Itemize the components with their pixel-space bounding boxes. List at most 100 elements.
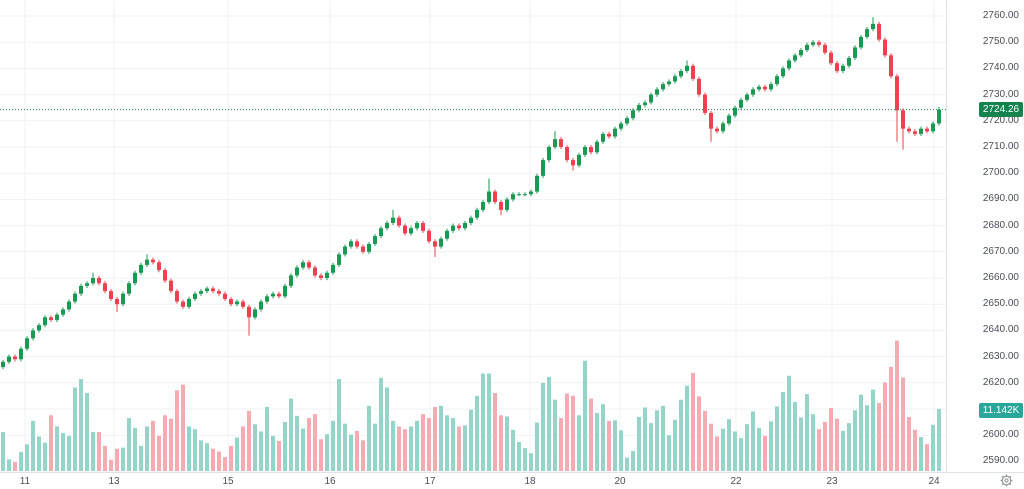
volume-bar bbox=[895, 340, 899, 471]
volume-bar bbox=[451, 418, 455, 471]
candle-body bbox=[823, 44, 827, 53]
candle-body bbox=[415, 222, 419, 229]
volume-bar bbox=[397, 426, 401, 471]
price-axis[interactable]: 2760.00 2750.00 2740.00 2730.00 2720.00 2710.… bbox=[946, 0, 1024, 472]
volume-bar bbox=[925, 444, 929, 471]
chart-canvas[interactable] bbox=[0, 0, 946, 472]
volume-bar bbox=[271, 435, 275, 471]
volume-bar bbox=[751, 411, 755, 471]
candle-body bbox=[259, 301, 263, 310]
price-axis-label: 2660.00 bbox=[982, 272, 1019, 283]
candle-body bbox=[145, 259, 149, 265]
candle-body bbox=[397, 217, 401, 226]
last-price-badge: 2724.26 bbox=[979, 102, 1023, 117]
candle-body bbox=[181, 301, 185, 307]
volume-bar bbox=[355, 430, 359, 471]
volume-bar bbox=[871, 389, 875, 471]
volume-bar bbox=[757, 428, 761, 471]
volume-bar bbox=[127, 418, 131, 471]
volume-bar bbox=[55, 426, 59, 471]
volume-bar bbox=[439, 405, 443, 471]
candle-body bbox=[463, 222, 467, 229]
volume-bar bbox=[19, 452, 23, 471]
volume-bar bbox=[673, 419, 677, 471]
volume-bar bbox=[643, 407, 647, 471]
volume-bar bbox=[535, 422, 539, 471]
candle-body bbox=[271, 293, 275, 297]
candle-body bbox=[937, 109, 941, 124]
price-axis-label: 2720.00 bbox=[982, 114, 1019, 126]
volume-bar bbox=[889, 366, 893, 471]
candle-body bbox=[613, 128, 617, 137]
volume-bar bbox=[577, 415, 581, 471]
volume-bar bbox=[283, 421, 287, 471]
volume-bar bbox=[745, 424, 749, 471]
volume-bar bbox=[715, 436, 719, 471]
candle-body bbox=[61, 309, 65, 315]
volume-bar bbox=[403, 429, 407, 471]
candle-body bbox=[475, 209, 479, 218]
time-axis-label: 16 bbox=[324, 476, 336, 487]
candle-body bbox=[25, 338, 29, 349]
candle-body bbox=[391, 217, 395, 223]
candle-body bbox=[847, 57, 851, 66]
candle-body bbox=[361, 246, 365, 252]
volume-bar bbox=[337, 379, 341, 471]
time-axis-label: 22 bbox=[730, 476, 742, 487]
candle-body bbox=[769, 84, 773, 90]
volume-bar bbox=[697, 396, 701, 471]
candle-body bbox=[223, 293, 227, 299]
price-axis-label: 2710.00 bbox=[982, 141, 1019, 152]
candle-body bbox=[127, 283, 131, 294]
candle-body bbox=[811, 42, 815, 45]
time-axis[interactable]: 11 13 15 16 17 18 20 22 23 24 bbox=[0, 472, 1024, 489]
volume-bar bbox=[31, 420, 35, 471]
candle-body bbox=[187, 298, 191, 307]
candle-body bbox=[895, 76, 899, 111]
volume-bar bbox=[481, 373, 485, 471]
candle-body bbox=[751, 89, 755, 95]
candle-body bbox=[403, 225, 407, 234]
candle-body bbox=[433, 241, 437, 247]
candle-body bbox=[649, 94, 653, 103]
volume-bar bbox=[325, 434, 329, 471]
candle-body bbox=[763, 86, 767, 90]
volume-bar bbox=[103, 445, 107, 471]
volume-bar bbox=[133, 428, 137, 471]
volume-bar bbox=[883, 382, 887, 471]
candle-body bbox=[577, 154, 581, 166]
candle-body bbox=[331, 264, 335, 273]
volume-bar bbox=[67, 435, 71, 471]
volume-bar bbox=[613, 420, 617, 471]
axis-settings-gear-icon[interactable] bbox=[989, 472, 1024, 489]
candle-body bbox=[247, 306, 251, 318]
price-axis-label: 2600.00 bbox=[982, 429, 1019, 441]
volume-bar bbox=[289, 398, 293, 471]
candle-body bbox=[643, 102, 647, 106]
candle-body bbox=[235, 301, 239, 305]
candle-body bbox=[727, 115, 731, 124]
candle-body bbox=[121, 293, 125, 305]
candle-body bbox=[523, 194, 527, 196]
volume-bar bbox=[115, 448, 119, 471]
volume-bar bbox=[85, 393, 89, 471]
price-axis-label: 2730.00 bbox=[982, 88, 1019, 100]
volume-bar bbox=[91, 432, 95, 471]
volume-bar bbox=[931, 424, 935, 471]
volume-value-badge: 11.142K bbox=[979, 403, 1023, 418]
price-axis-label: 2620.00 bbox=[982, 376, 1019, 388]
volume-bar bbox=[823, 421, 827, 471]
candle-body bbox=[805, 44, 809, 51]
volume-bar bbox=[229, 445, 233, 471]
candle-body bbox=[409, 228, 413, 234]
candle-body bbox=[661, 84, 665, 90]
volume-bar bbox=[367, 405, 371, 471]
volume-bar bbox=[97, 432, 101, 471]
candle-body bbox=[349, 241, 353, 247]
candle-body bbox=[859, 36, 863, 48]
candle-body bbox=[19, 348, 23, 360]
time-axis-label: 17 bbox=[424, 476, 436, 487]
candle-body bbox=[637, 105, 641, 111]
volume-bar bbox=[769, 421, 773, 471]
